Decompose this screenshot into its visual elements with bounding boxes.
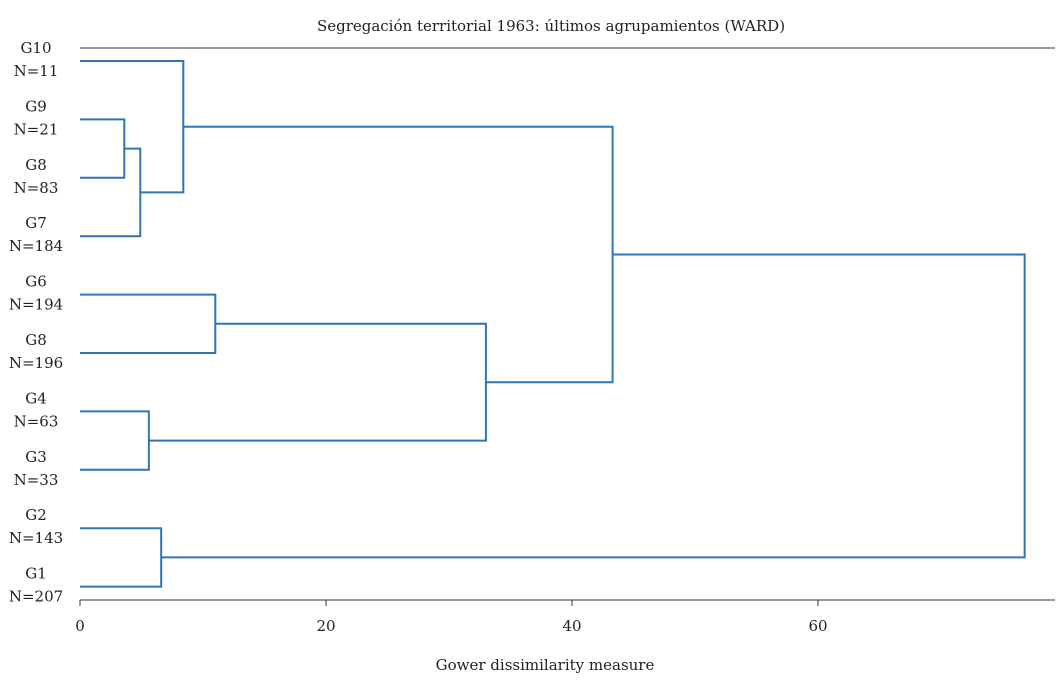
leaf-count-label: N=33	[14, 471, 59, 489]
leaf-group-label: G3	[25, 448, 47, 466]
x-tick-label: 0	[75, 617, 85, 635]
dendrogram-link	[161, 253, 1026, 559]
leaf-count-label: N=21	[14, 120, 59, 138]
leaf-count-label: N=63	[14, 412, 59, 430]
dendrogram-link	[148, 322, 487, 442]
leaf-count-label: N=196	[9, 354, 63, 372]
leaf-group-label: G6	[25, 273, 47, 291]
dendrogram-link	[183, 125, 614, 384]
leaf-group-label: G1	[25, 565, 47, 583]
dendrogram-link	[80, 527, 163, 588]
leaf-count-label: N=83	[14, 179, 59, 197]
dendrogram-link	[80, 60, 185, 194]
leaf-group-label: G8	[25, 156, 47, 174]
leaf-count-label: N=194	[9, 296, 63, 314]
dendrogram-link	[80, 410, 150, 471]
dendrogram-links	[80, 60, 1026, 588]
dendrogram-link	[80, 118, 126, 179]
chart-title: Segregación territorial 1963: últimos ag…	[317, 17, 785, 35]
leaf-group-label: G4	[25, 389, 47, 407]
leaf-count-label: N=184	[9, 237, 63, 255]
leaf-group-label: G8	[25, 331, 47, 349]
leaf-count-label: N=207	[9, 588, 63, 606]
leaf-group-label: G2	[25, 506, 47, 524]
leaf-count-label: N=11	[14, 62, 59, 80]
x-axis-label: Gower dissimilarity measure	[436, 656, 655, 674]
leaf-group-label: G7	[25, 214, 47, 232]
leaf-group-label: G10	[20, 39, 51, 57]
leaf-group-label: G9	[25, 97, 47, 115]
x-tick-label: 60	[808, 617, 827, 635]
x-axis-ticks: 0 20 40 60	[75, 600, 828, 635]
dendrogram-link	[80, 147, 142, 238]
x-tick-label: 40	[562, 617, 581, 635]
dendrogram-link	[80, 293, 217, 354]
leaf-labels: G10 N=11 G9 N=21 G8 N=83 G7 N=184 G6 N=194 G8 N=196…	[9, 39, 63, 606]
x-tick-label: 20	[316, 617, 335, 635]
leaf-count-label: N=143	[9, 529, 63, 547]
